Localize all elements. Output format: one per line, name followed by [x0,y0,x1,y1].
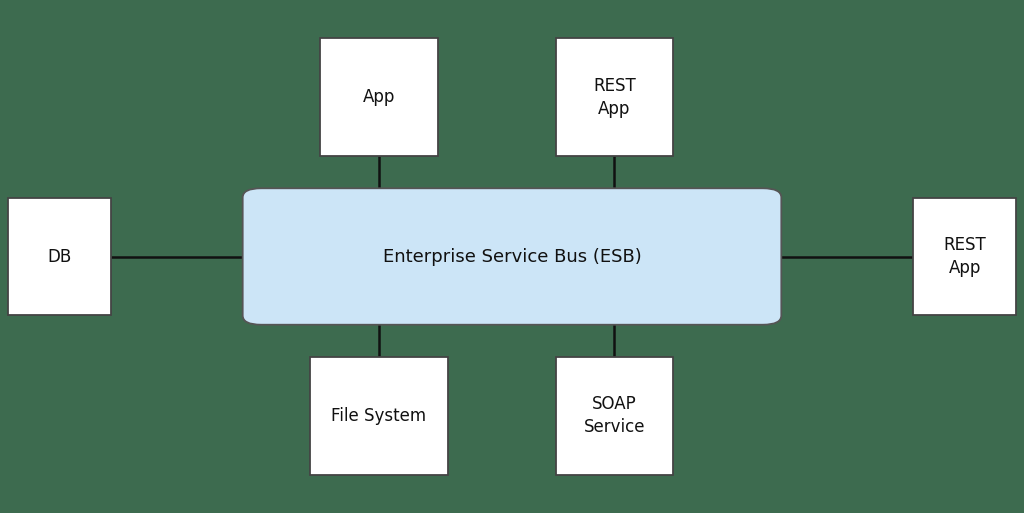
Bar [913,198,1016,315]
Text: File System: File System [332,406,426,425]
Bar [8,198,111,315]
Text: DB: DB [47,247,72,266]
Text: App: App [362,88,395,107]
Text: SOAP
Service: SOAP Service [584,394,645,437]
Bar [555,38,674,156]
Bar [309,357,449,475]
FancyBboxPatch shape [243,188,781,325]
Bar [555,357,674,475]
Bar [319,38,438,156]
Text: Enterprise Service Bus (ESB): Enterprise Service Bus (ESB) [383,247,641,266]
Text: REST
App: REST App [593,76,636,119]
Text: REST
App: REST App [943,235,986,278]
